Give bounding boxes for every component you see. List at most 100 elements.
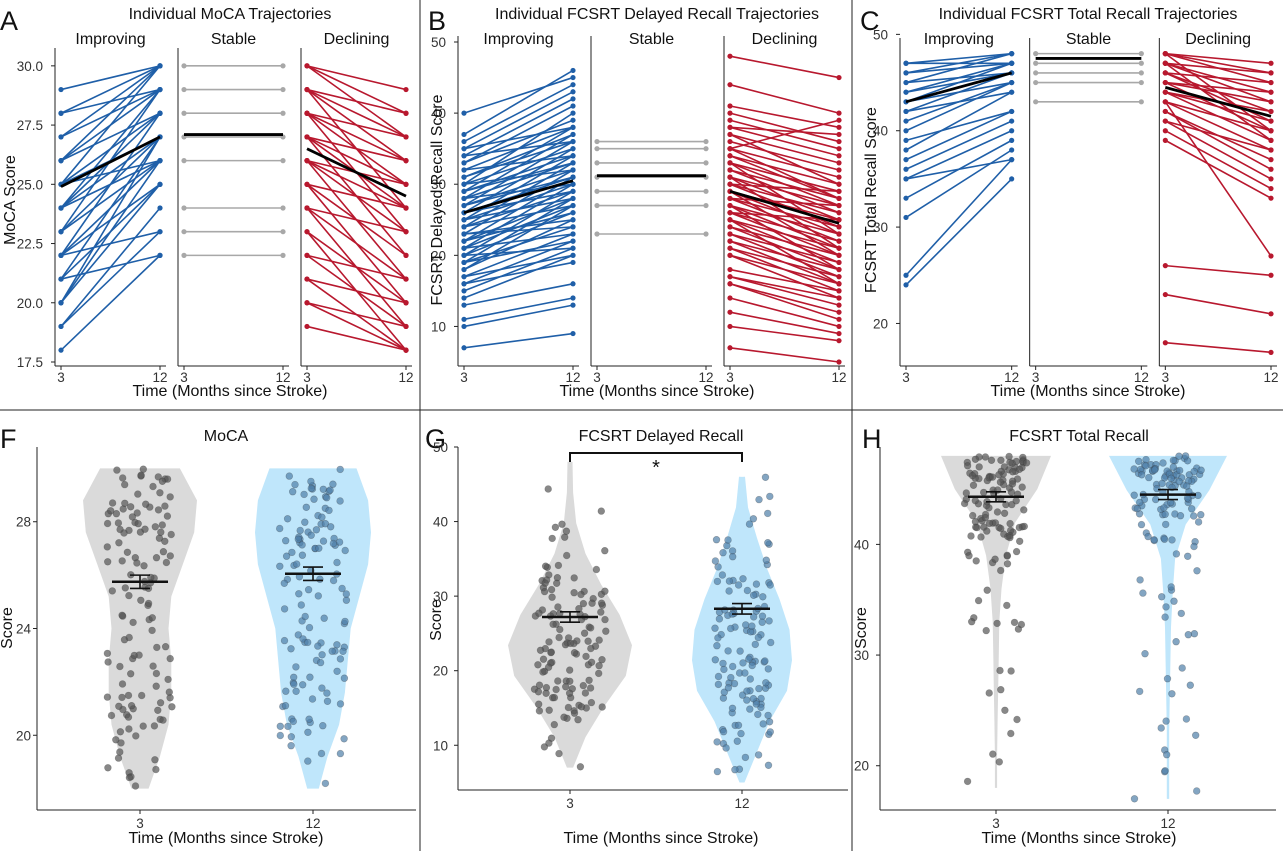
trajectory-line: [1165, 264, 1272, 277]
data-point: [1006, 519, 1014, 528]
data-point: [133, 509, 141, 517]
data-point: [132, 732, 140, 740]
trajectory-line: [463, 154, 574, 171]
y-tick-label: 20: [854, 759, 869, 774]
data-point: [120, 480, 129, 489]
data-point: [301, 612, 309, 621]
data-point: [1192, 787, 1201, 795]
trajectory-line: [463, 162, 574, 193]
trajectory-point: [1009, 51, 1015, 57]
data-point: [749, 515, 758, 523]
data-point: [328, 647, 336, 655]
data-point: [1167, 583, 1175, 591]
trajectory-line: [729, 126, 840, 136]
x-axis-title: Time (Months since Stroke): [563, 830, 758, 847]
data-point: [137, 471, 145, 479]
data-point: [282, 552, 291, 560]
trajectory-line: [306, 88, 407, 115]
data-point: [577, 703, 586, 711]
data-point: [755, 495, 763, 504]
data-point: [714, 680, 723, 689]
trajectory-point: [1268, 70, 1274, 76]
data-point: [739, 575, 747, 583]
data-point: [1130, 465, 1138, 473]
data-point: [754, 633, 762, 642]
trajectory-point: [1162, 70, 1168, 76]
trajectory-point: [836, 266, 842, 273]
data-point: [123, 548, 132, 556]
data-point: [131, 782, 140, 790]
data-point: [745, 520, 754, 528]
trajectory-line: [905, 52, 1012, 65]
trajectory-point: [570, 124, 576, 130]
trajectory-point: [594, 160, 600, 166]
data-point: [149, 482, 157, 491]
x-tick-label: 12: [698, 370, 713, 385]
trajectory-point: [570, 231, 576, 237]
data-point: [714, 563, 722, 571]
trajectory-line: [306, 65, 407, 91]
panel-letter-h: H: [862, 424, 882, 454]
data-point: [549, 620, 557, 628]
trajectory-line: [463, 197, 574, 221]
trajectory-line: [60, 159, 161, 233]
data-point: [971, 496, 979, 505]
y-tick-label: 20: [433, 664, 448, 679]
data-point: [316, 575, 324, 583]
y-tick-label: 10: [433, 738, 448, 753]
trajectory-line: [1165, 62, 1272, 103]
trajectory-point: [727, 202, 733, 209]
trajectory-point: [280, 158, 286, 164]
data-point: [113, 466, 121, 474]
data-point: [991, 555, 999, 563]
facet-stable: Stable 3 12: [590, 31, 714, 385]
data-point: [341, 617, 349, 626]
trajectory-line: [729, 233, 840, 264]
data-point: [161, 642, 170, 651]
trajectory-point: [181, 205, 187, 211]
data-point: [320, 614, 328, 622]
trajectory-point: [836, 238, 842, 244]
trajectory-point: [836, 74, 842, 81]
data-point: [285, 472, 293, 480]
trajectory-point: [703, 188, 709, 194]
data-point: [1175, 452, 1183, 460]
trajectory-line: [905, 81, 1012, 132]
trajectory-point: [403, 276, 409, 282]
y-axis-title: FCSRT Delayed Recall Score: [429, 94, 446, 305]
trajectory-line: [1165, 52, 1272, 65]
data-point: [305, 623, 314, 632]
trajectory-line: [463, 233, 574, 250]
trajectory-point: [461, 181, 467, 187]
trajectory-point: [727, 103, 733, 109]
data-point: [283, 515, 292, 523]
data-point: [108, 587, 117, 595]
data-point: [292, 663, 300, 671]
data-point: [280, 605, 289, 613]
data-point: [558, 520, 566, 528]
trajectory-point: [181, 110, 187, 116]
data-point: [104, 764, 112, 772]
data-point: [1181, 452, 1190, 460]
trajectory-point: [1268, 166, 1274, 172]
data-point: [724, 684, 733, 692]
trajectory-line: [306, 183, 407, 209]
trajectory-line: [1164, 139, 1272, 199]
data-point: [156, 699, 165, 707]
data-point: [724, 647, 732, 655]
data-point: [296, 526, 304, 535]
data-point: [545, 638, 553, 646]
trajectory-point: [403, 86, 409, 93]
data-point: [1003, 560, 1012, 568]
data-point: [162, 558, 171, 567]
data-point: [540, 587, 549, 596]
trajectory-point: [836, 309, 842, 315]
data-point: [536, 646, 545, 654]
data-point: [749, 613, 758, 621]
data-point: [1163, 674, 1172, 683]
trajectory-point: [836, 316, 842, 322]
trajectory-line: [905, 129, 1012, 180]
data-point: [152, 553, 161, 562]
data-point: [1175, 477, 1183, 486]
data-point: [129, 618, 137, 627]
